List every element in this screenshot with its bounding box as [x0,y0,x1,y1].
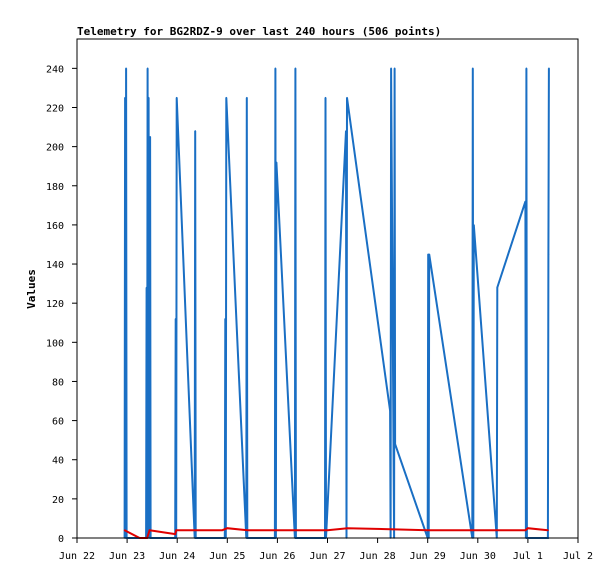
series-1-point [525,67,528,70]
series-1-point [294,67,297,70]
x-tick-label: Jun 24 [159,551,195,562]
series-2-point [123,529,126,531]
plot-frame [76,38,579,539]
series-1-point [472,224,475,226]
series-2-point [148,529,151,531]
series-1-point [125,67,127,70]
series-1-point [394,443,396,445]
y-tick-label: 200 [46,143,64,154]
series-2-point [175,529,177,531]
x-tick-label: Jun 22 [59,551,95,562]
series-1-point [175,96,178,99]
series-1-point [225,96,228,99]
x-tick-label: Jun 27 [309,551,345,562]
series-1-point [274,67,277,70]
series-2-point [174,533,176,535]
series-line-1 [123,68,550,539]
y-tick-label: 0 [58,534,64,545]
series-2-point [527,527,529,530]
x-tick-label: Jul 2 [563,551,593,562]
series-line-2 [124,527,548,539]
series-1-point [346,96,348,99]
series-1-point [389,410,391,412]
series-1-point [149,136,151,138]
y-tick-label: 240 [46,64,64,75]
series-2-point [547,529,549,531]
series-2-point [326,529,329,531]
x-tick-label: Jun 23 [109,551,145,562]
y-tick-label: 80 [52,377,64,388]
series-1-point [194,130,197,132]
series-1-point [324,96,327,99]
series-1-point [393,67,396,70]
series-1-point [174,318,177,320]
y-axis-label: Values [25,269,38,309]
y-tick-label: 120 [46,299,64,310]
y-tick-label: 100 [46,338,64,349]
x-tick-label: Jun 25 [209,551,245,562]
y-tick-label: 180 [46,182,64,193]
y-tick-label: 20 [52,495,64,506]
series-1-point [224,318,227,320]
y-tick-label: 140 [46,260,64,271]
x-tick-label: Jun 30 [460,551,496,562]
series-2-point [246,529,249,531]
series-1-point [147,96,150,99]
series-1-point [471,67,474,70]
series-1-point [124,96,126,99]
y-tick-label: 60 [52,417,64,428]
series-2-point [221,529,224,531]
series-1-point [146,67,149,70]
chart-title: Telemetry for BG2RDZ-9 over last 240 hou… [77,25,441,38]
series-2-point [226,527,229,530]
series-1-point [428,253,431,256]
x-tick-label: Jun 26 [259,551,295,562]
series-1-point [390,67,392,70]
x-tick-label: Jun 29 [410,551,446,562]
series-1-point [145,286,148,289]
x-tick-label: Jun 28 [360,551,396,562]
series-2-point [426,529,429,531]
y-tick-label: 40 [52,456,64,467]
series-1-point [524,200,527,203]
x-tick-label: Jul 1 [513,551,543,562]
series-1-point [246,96,248,99]
plot-area: 0 20 40 60 80 100 120 140 160 180 200 220 240 Jun 22 J… [46,38,593,562]
y-tick-label: 220 [46,103,64,114]
series-1-point [548,67,550,70]
series-2-point [524,529,527,531]
series-1-point [496,286,499,289]
series-1-point [275,161,278,164]
y-tick-label: 160 [46,221,64,232]
series-2-point [346,527,349,530]
series-1-point [345,130,347,132]
series-1-point [547,253,550,256]
